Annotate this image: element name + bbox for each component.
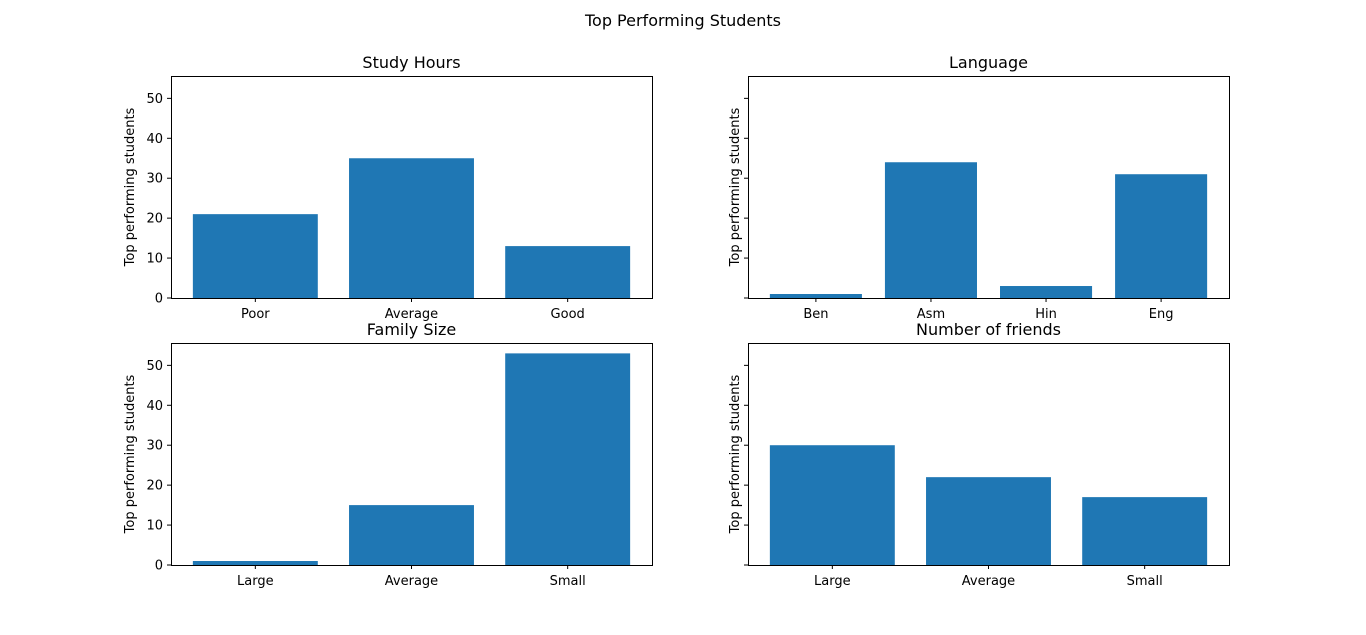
y-tick-label: 20	[146, 212, 163, 227]
y-axis-label: Top performing students	[123, 107, 138, 267]
bar-small	[1082, 497, 1208, 565]
x-tick-label: Hin	[1035, 307, 1057, 322]
y-axis-label: Top performing students	[728, 374, 743, 534]
subplot-title: Study Hours	[362, 53, 460, 72]
y-tick-label: 10	[146, 252, 163, 267]
subplot-study-hours: Study Hours Poor Average Good 0 10 20 30 40 50 Top…	[123, 53, 653, 322]
bar-average	[349, 158, 474, 298]
x-tick-label: Small	[1127, 574, 1163, 589]
bar-asm	[884, 162, 977, 298]
x-tick-label: Poor	[241, 307, 270, 322]
bar-hin	[1000, 286, 1093, 298]
y-tick-label: 40	[146, 399, 163, 414]
bar-large	[769, 445, 895, 565]
bar-ben	[769, 294, 862, 298]
x-tick-label: Average	[385, 574, 438, 589]
x-tick-label: Asm	[917, 307, 945, 322]
x-tick-label: Large	[237, 574, 274, 589]
y-tick-label: 20	[146, 479, 163, 494]
y-tick-label: 50	[146, 92, 163, 107]
subplot-number-of-friends: Number of friends Large Average Small Top pe…	[728, 320, 1230, 589]
y-axis-label: Top performing students	[728, 107, 743, 267]
axes-frame	[171, 76, 653, 299]
y-axis-label: Top performing students	[123, 374, 138, 534]
figure-title: Top Performing Students	[584, 11, 781, 30]
x-tick-label: Average	[962, 574, 1015, 589]
x-tick-label: Eng	[1149, 307, 1174, 322]
bar-eng	[1115, 174, 1208, 298]
y-tick-label: 0	[155, 292, 163, 307]
axes-frame	[171, 343, 653, 566]
x-tick-label: Good	[551, 307, 585, 322]
subplot-title: Family Size	[367, 320, 456, 339]
subplot-language: Language Ben Asm Hin Eng Top performing stude…	[728, 53, 1230, 322]
y-tick-label: 0	[155, 559, 163, 574]
subplot-title: Number of friends	[916, 320, 1061, 339]
bar-small	[505, 353, 631, 565]
subplot-title: Language	[949, 53, 1028, 72]
axes-frame	[748, 343, 1230, 566]
bar-good	[505, 246, 631, 298]
x-tick-label: Ben	[803, 307, 828, 322]
y-tick-label: 40	[146, 132, 163, 147]
x-tick-label: Average	[385, 307, 438, 322]
x-tick-label: Large	[814, 574, 851, 589]
y-tick-label: 50	[146, 359, 163, 374]
y-tick-label: 30	[146, 439, 163, 454]
subplot-family-size: Family Size Large Average Small 0 10 20 30 40 50 T…	[123, 320, 653, 589]
bar-average	[349, 505, 474, 565]
y-tick-label: 30	[146, 172, 163, 187]
bar-poor	[192, 214, 318, 298]
subplots: Study Hours Poor Average Good 0 10 20 30 40 50 Top…	[123, 53, 1230, 589]
axes-frame	[748, 76, 1230, 299]
y-tick-label: 10	[146, 519, 163, 534]
bar-large	[192, 561, 318, 565]
bar-average	[926, 477, 1051, 565]
x-tick-label: Small	[550, 574, 586, 589]
